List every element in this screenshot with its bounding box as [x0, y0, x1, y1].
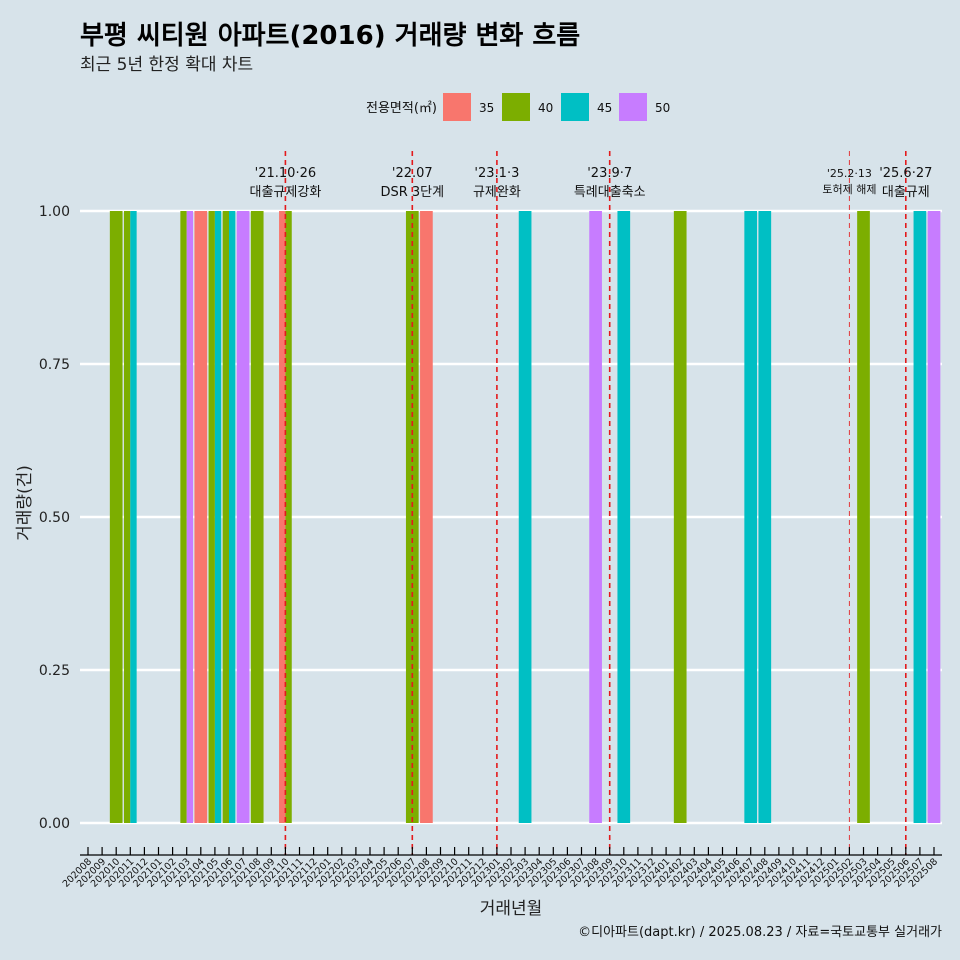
y-axis-title: 거래량(건) [15, 465, 35, 541]
bar-202011-45 [130, 211, 137, 823]
bar-202104-35 [194, 211, 208, 823]
event-date-label: '23.9·7 [587, 166, 632, 181]
event-text-label: 규제완화 [473, 185, 521, 200]
bar-202303-45 [518, 211, 532, 823]
event-text-label: 대출규제강화 [250, 185, 322, 200]
bar-202107-50 [236, 211, 250, 823]
legend: 전용면적(㎡) 35 40 45 50 [366, 93, 670, 121]
y-axis: 0.00 0.25 0.50 0.75 1.00 [39, 204, 70, 832]
y-tick-label: 0.75 [39, 357, 70, 373]
bars [109, 211, 941, 823]
legend-swatch-35 [443, 93, 471, 121]
legend-swatch-45 [561, 93, 589, 121]
bar-202402-40 [673, 211, 687, 823]
legend-label-45: 45 [597, 101, 612, 115]
bar-202105-40 [208, 211, 215, 823]
bar-202408-45 [758, 211, 772, 823]
event-annotations: '21.10·26 대출규제강화 '22.07 DSR 3단계 '23.1·3 규제완화 '… [250, 166, 933, 200]
bar-202105-45 [214, 211, 222, 823]
bar-202407-45 [744, 211, 758, 823]
bar-202110-40 [285, 211, 292, 823]
event-lines [284, 151, 907, 855]
bar-202103-40 [180, 211, 187, 823]
legend-swatch-50 [619, 93, 647, 121]
bar-202507-45 [913, 211, 927, 823]
event-date-label: '21.10·26 [255, 166, 316, 181]
legend-label-40: 40 [538, 101, 553, 115]
x-axis: 2020082020092020102020112020122021012021… [61, 847, 942, 890]
legend-swatch-40 [502, 93, 530, 121]
bar-202208-35 [420, 211, 433, 823]
bar-202310-45 [617, 211, 631, 823]
y-tick-label: 0.00 [39, 816, 70, 832]
event-date-label: '25.6·27 [879, 166, 932, 181]
y-tick-label: 0.25 [39, 663, 70, 679]
y-tick-label: 0.50 [39, 510, 70, 526]
caption: ©디아파트(dapt.kr) / 2025.08.23 / 자료=국토교통부 실… [578, 925, 942, 940]
event-text-label: 토허제 해제 [822, 182, 876, 196]
bar-202106-45 [229, 211, 236, 823]
bar-202207-40 [405, 211, 419, 823]
event-date-label: '23.1·3 [474, 166, 519, 181]
event-date-label: '25.2·13 [827, 167, 872, 180]
legend-title: 전용면적(㎡) [366, 101, 437, 116]
y-tick-label: 1.00 [39, 204, 70, 220]
bar-202308-50 [589, 211, 602, 823]
bar-202503-40 [857, 211, 870, 823]
bar-202103-50 [186, 211, 194, 823]
bar-202508-50 [927, 211, 941, 823]
bar-202108-40 [250, 211, 264, 823]
chart-subtitle: 최근 5년 한정 확대 차트 [80, 55, 253, 75]
event-date-label: '22.07 [392, 166, 433, 181]
bar-202106-40 [222, 211, 229, 823]
event-text-label: 대출규제 [882, 185, 930, 200]
event-text-label: DSR 3단계 [380, 185, 444, 200]
bar-202011-40 [123, 211, 131, 823]
legend-label-50: 50 [655, 101, 670, 115]
chart-title: 부평 씨티원 아파트(2016) 거래량 변화 흐름 [80, 21, 580, 51]
bar-202010-40 [109, 211, 123, 823]
event-text-label: 특례대출축소 [574, 185, 646, 200]
legend-label-35: 35 [479, 101, 494, 115]
bar-202110-35 [279, 211, 286, 823]
x-axis-title: 거래년월 [480, 899, 543, 919]
